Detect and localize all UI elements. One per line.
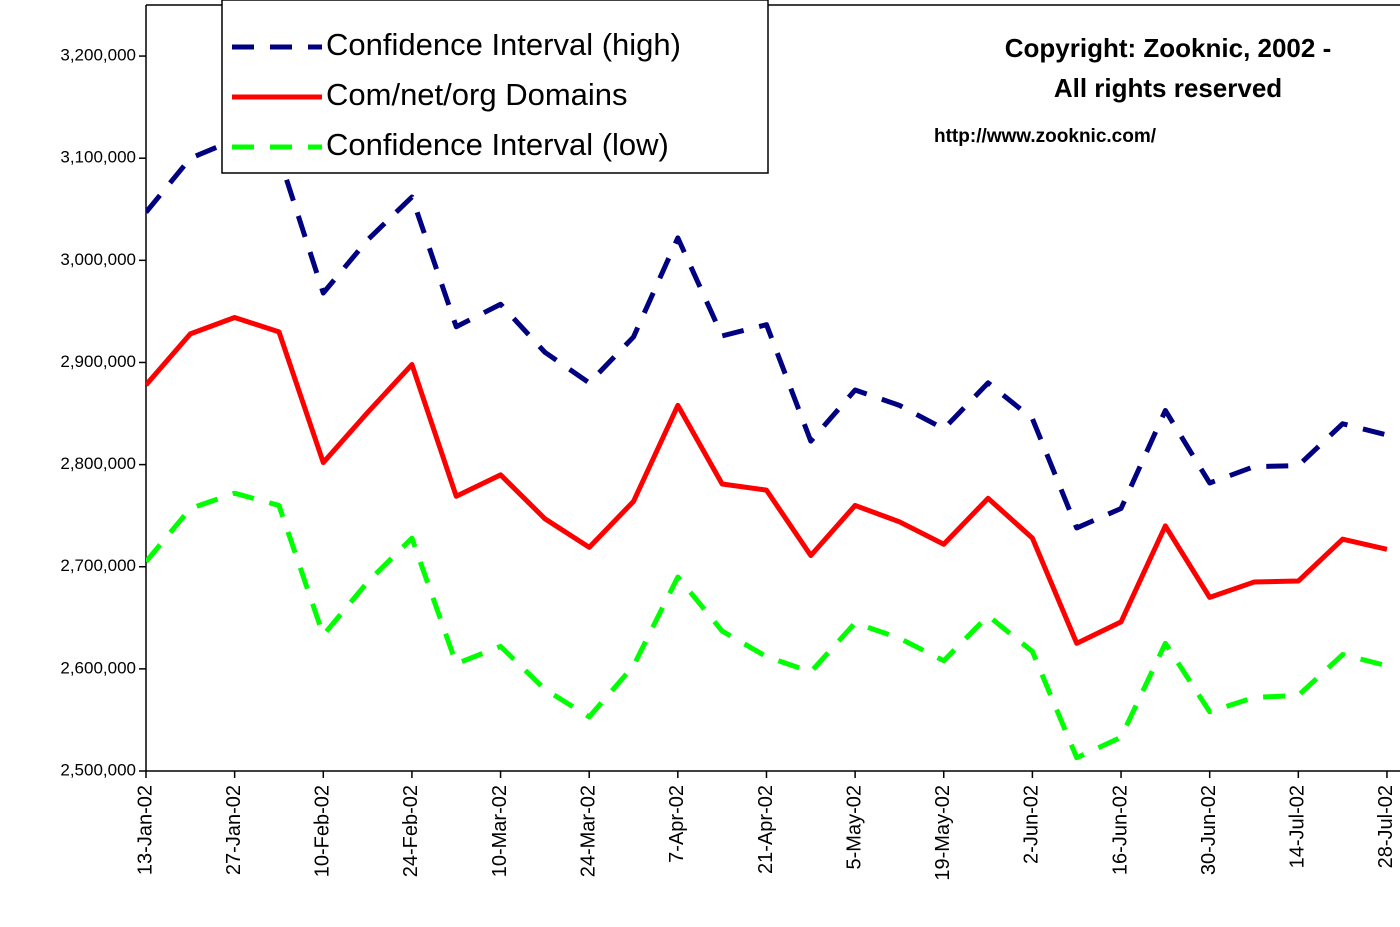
- y-tick-label: 2,900,000: [60, 352, 136, 371]
- y-tick-label: 2,600,000: [60, 658, 136, 677]
- x-tick-label: 27-Jan-02: [223, 785, 245, 875]
- series-line: [146, 137, 1388, 531]
- legend-label: Confidence Interval (high): [326, 27, 681, 62]
- y-tick-label: 3,100,000: [60, 148, 136, 167]
- x-tick-label: 7-Apr-02: [666, 785, 688, 863]
- y-tick-label: 3,200,000: [60, 46, 136, 65]
- x-tick-label: 28-Jul-02: [1375, 785, 1397, 868]
- x-tick-label: 16-Jun-02: [1109, 785, 1131, 875]
- x-tick-label: 5-May-02: [843, 785, 865, 869]
- copyright: All rights reserved: [1054, 73, 1282, 103]
- url: http://www.zooknic.com/: [934, 126, 1157, 147]
- x-tick-label: 24-Feb-02: [400, 785, 422, 877]
- x-tick-label: 21-Apr-02: [755, 785, 777, 874]
- y-tick-label: 2,800,000: [60, 454, 136, 473]
- y-tick-label: 2,700,000: [60, 556, 136, 575]
- plot-area: [146, 137, 1388, 761]
- y-tick-label: 3,000,000: [60, 250, 136, 269]
- y-tick-label: 2,500,000: [60, 760, 136, 779]
- x-tick-label: 14-Jul-02: [1287, 785, 1309, 868]
- copyright: Copyright: Zooknic, 2002 -: [1005, 33, 1332, 63]
- x-tick-label: 10-Feb-02: [312, 785, 334, 877]
- x-tick-label: 19-May-02: [932, 785, 954, 881]
- x-tick-label: 24-Mar-02: [577, 785, 599, 877]
- x-tick-label: 2-Jun-02: [1021, 785, 1043, 864]
- legend: [221, 0, 769, 174]
- series-line: [146, 315, 1388, 646]
- x-tick-label: 13-Jan-02: [134, 785, 156, 875]
- legend-label: Confidence Interval (low): [326, 127, 669, 162]
- series-line: [146, 490, 1388, 761]
- x-tick-label: 30-Jun-02: [1198, 785, 1220, 875]
- legend-label: Com/net/org Domains: [326, 77, 628, 112]
- x-tick-label: 10-Mar-02: [489, 785, 511, 877]
